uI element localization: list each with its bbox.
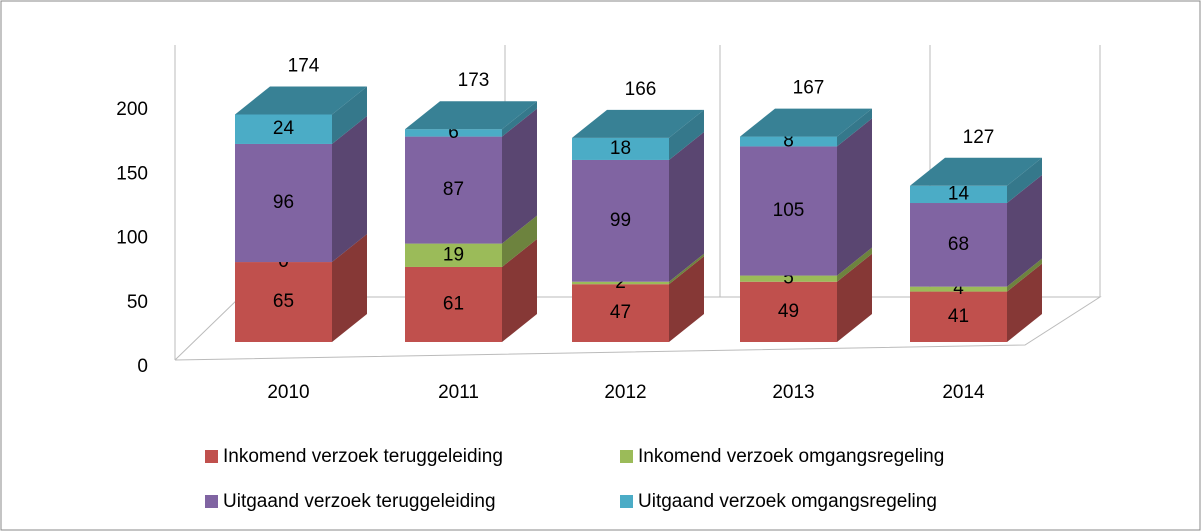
y-tick-label: 200 <box>116 99 148 120</box>
legend-label: Uitgaand verzoek teruggeleiding <box>223 491 496 512</box>
bar-side <box>837 118 872 276</box>
bar <box>572 137 669 160</box>
legend-swatch <box>620 495 633 508</box>
bar-top <box>572 109 704 138</box>
total-label: 174 <box>288 55 320 76</box>
data-label: 99 <box>610 210 631 231</box>
x-tick-label: 2011 <box>438 382 479 403</box>
bar-side <box>669 109 704 160</box>
bar <box>572 281 669 285</box>
x-tick-label: 2013 <box>772 382 814 403</box>
bar-side <box>502 215 537 267</box>
bar-side <box>669 256 704 342</box>
data-label: 19 <box>443 244 464 265</box>
x-tick-label: 2014 <box>942 382 985 403</box>
bar <box>910 291 1007 342</box>
bar-side <box>837 247 872 282</box>
bar-side <box>1007 175 1042 287</box>
bar-side <box>669 131 704 282</box>
data-label: 87 <box>443 179 464 200</box>
bar <box>235 262 332 342</box>
data-label: 4 <box>953 278 964 299</box>
bar-side <box>332 234 367 342</box>
bar-top <box>235 86 367 115</box>
bar-side <box>1007 157 1042 204</box>
legend-swatch <box>620 450 633 463</box>
data-label: 2 <box>615 272 626 293</box>
bar-top <box>405 101 537 130</box>
total-label: 166 <box>625 79 657 100</box>
data-label: 24 <box>273 118 295 139</box>
bar <box>235 143 332 263</box>
bar <box>910 185 1007 204</box>
data-label: 96 <box>273 192 294 213</box>
bar-side <box>837 253 872 342</box>
total-label: 173 <box>458 70 490 91</box>
data-label: 6 <box>448 122 459 143</box>
legend-label: Inkomend verzoek omgangsregeling <box>638 446 944 467</box>
bar-top <box>910 157 1042 186</box>
data-label: 41 <box>948 306 969 327</box>
y-tick-label: 50 <box>127 292 148 313</box>
x-tick-label: 2010 <box>267 382 309 403</box>
bar <box>405 136 502 244</box>
legend-label: Inkomend verzoek teruggeleiding <box>223 446 503 467</box>
y-tick-label: 150 <box>116 163 148 184</box>
bar <box>405 243 502 267</box>
bar <box>740 281 837 342</box>
bar-side <box>837 108 872 147</box>
bar-side <box>669 253 704 285</box>
y-tick-label: 100 <box>116 228 148 249</box>
bar-side <box>1007 258 1042 292</box>
bar <box>910 286 1007 292</box>
bar <box>740 146 837 276</box>
legend-swatch <box>205 495 218 508</box>
data-label: 47 <box>610 302 631 323</box>
bar-side <box>502 101 537 137</box>
bar-side <box>332 115 367 263</box>
bar <box>910 203 1007 287</box>
y-tick-label: 0 <box>137 356 148 377</box>
data-label: 18 <box>610 138 631 159</box>
bar-side <box>502 108 537 244</box>
bar-side <box>1007 263 1042 342</box>
legend-swatch <box>205 450 218 463</box>
bar-side <box>332 86 367 144</box>
bar-top <box>740 108 872 137</box>
data-label: 65 <box>273 291 294 312</box>
data-label: 68 <box>948 234 969 255</box>
bar <box>572 159 669 282</box>
bar <box>572 284 669 342</box>
bar <box>740 275 837 282</box>
bar <box>235 114 332 144</box>
data-label: 105 <box>773 200 805 221</box>
bar-side <box>502 238 537 342</box>
bar <box>405 266 502 342</box>
total-label: 127 <box>963 127 995 148</box>
data-label: 5 <box>783 268 794 289</box>
data-label: 61 <box>443 294 464 315</box>
data-label: 8 <box>783 131 794 152</box>
data-label: 49 <box>778 301 799 322</box>
legend-label: Uitgaand verzoek omgangsregeling <box>638 491 937 512</box>
bar <box>740 136 837 147</box>
data-label: 14 <box>948 183 970 204</box>
x-tick-label: 2012 <box>604 382 646 403</box>
total-label: 167 <box>793 78 825 99</box>
bar <box>405 129 502 137</box>
